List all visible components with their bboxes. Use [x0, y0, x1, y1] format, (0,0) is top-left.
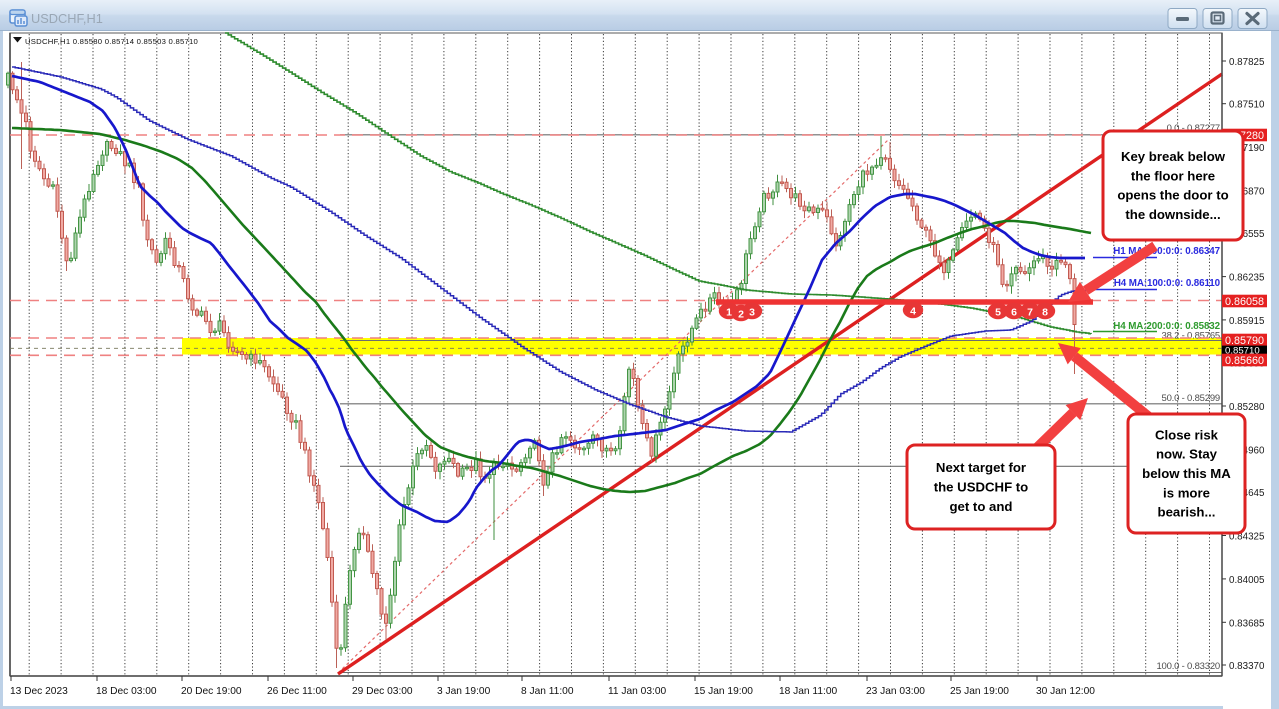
svg-text:0.84005: 0.84005 — [1229, 575, 1265, 586]
svg-text:Close risk: Close risk — [1155, 427, 1219, 442]
svg-text:0.86235: 0.86235 — [1229, 273, 1265, 284]
svg-text:USDCHF,H1: USDCHF,H1 — [31, 11, 103, 26]
svg-text:23 Jan 03:00: 23 Jan 03:00 — [866, 686, 925, 697]
svg-text:0.84325: 0.84325 — [1229, 532, 1265, 543]
svg-text:13 Dec 2023: 13 Dec 2023 — [10, 686, 68, 697]
svg-text:8: 8 — [1042, 307, 1048, 319]
svg-text:7: 7 — [1027, 307, 1033, 319]
svg-text:0.86058: 0.86058 — [1225, 296, 1264, 308]
svg-text:38.2 - 0.85765: 38.2 - 0.85765 — [1162, 331, 1220, 342]
svg-text:25 Jan 19:00: 25 Jan 19:00 — [950, 686, 1009, 697]
svg-text:0.87825: 0.87825 — [1229, 57, 1265, 68]
svg-text:0.86870: 0.86870 — [1229, 187, 1265, 198]
svg-text:0.86555: 0.86555 — [1229, 229, 1265, 240]
svg-text:the floor here: the floor here — [1131, 168, 1215, 183]
svg-text:the downside...: the downside... — [1125, 207, 1220, 222]
svg-text:18 Jan 11:00: 18 Jan 11:00 — [779, 686, 837, 697]
svg-text:30 Jan 12:00: 30 Jan 12:00 — [1036, 686, 1095, 697]
svg-text:USDCHF,H1 0.85580 0.85714 0.8: USDCHF,H1 0.85580 0.85714 0.85503 0.8571… — [25, 37, 198, 46]
svg-text:29 Dec 03:00: 29 Dec 03:00 — [352, 686, 413, 697]
svg-text:50.0 - 0.85299: 50.0 - 0.85299 — [1162, 393, 1220, 404]
svg-text:0.0 - 0.87277: 0.0 - 0.87277 — [1167, 123, 1220, 134]
svg-text:now. Stay: now. Stay — [1156, 447, 1218, 462]
svg-text:0.84645: 0.84645 — [1229, 488, 1265, 499]
svg-text:0.85660: 0.85660 — [1225, 355, 1264, 367]
svg-text:18 Dec 03:00: 18 Dec 03:00 — [96, 686, 157, 697]
svg-text:1: 1 — [726, 307, 732, 319]
svg-text:Key break below: Key break below — [1121, 149, 1226, 164]
svg-text:0.87510: 0.87510 — [1229, 100, 1265, 111]
svg-text:H4 MA:200:0:0: 0.85832: H4 MA:200:0:0: 0.85832 — [1113, 321, 1220, 332]
svg-text:2: 2 — [738, 309, 744, 321]
svg-text:0.85710: 0.85710 — [1225, 346, 1260, 357]
svg-text:0.84960: 0.84960 — [1229, 445, 1265, 456]
svg-text:H1 MA:100:0:0: 0.86347: H1 MA:100:0:0: 0.86347 — [1113, 246, 1220, 257]
svg-text:4: 4 — [910, 306, 916, 318]
svg-text:is more: is more — [1163, 485, 1210, 500]
svg-text:8 Jan 11:00: 8 Jan 11:00 — [521, 686, 574, 697]
svg-text:bearish...: bearish... — [1158, 505, 1216, 520]
svg-text:20 Dec 19:00: 20 Dec 19:00 — [181, 686, 242, 697]
svg-text:0.85790: 0.85790 — [1225, 335, 1264, 347]
svg-text:0.85280: 0.85280 — [1229, 402, 1265, 413]
svg-text:3 Jan 19:00: 3 Jan 19:00 — [437, 686, 491, 697]
svg-text:6: 6 — [1011, 307, 1017, 319]
svg-text:100.0 - 0.83320: 100.0 - 0.83320 — [1156, 661, 1220, 672]
svg-text:opens the door to: opens the door to — [1117, 188, 1228, 203]
svg-text:0.83370: 0.83370 — [1229, 661, 1265, 672]
svg-text:H4 MA:100:0:0: 0.86110: H4 MA:100:0:0: 0.86110 — [1114, 278, 1221, 289]
svg-text:11 Jan 03:00: 11 Jan 03:00 — [608, 686, 666, 697]
svg-text:3: 3 — [749, 307, 755, 319]
svg-text:the USDCHF to: the USDCHF to — [934, 480, 1029, 495]
svg-text:5: 5 — [995, 307, 1001, 319]
svg-text:0.83685: 0.83685 — [1229, 618, 1265, 629]
svg-text:26 Dec 11:00: 26 Dec 11:00 — [267, 686, 327, 697]
svg-text:0.85915: 0.85915 — [1229, 316, 1265, 327]
svg-text:get to and: get to and — [949, 499, 1012, 514]
svg-text:0.87190: 0.87190 — [1229, 143, 1265, 154]
svg-text:Next target for: Next target for — [936, 460, 1026, 475]
svg-text:15 Jan 19:00: 15 Jan 19:00 — [694, 686, 753, 697]
svg-text:below this MA: below this MA — [1142, 466, 1231, 481]
